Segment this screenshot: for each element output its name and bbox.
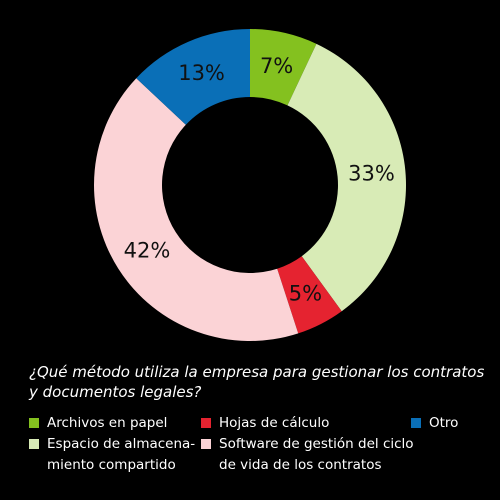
legend-label: Otro: [429, 415, 459, 431]
legend-label-line-1: Software de gestión del ciclo: [219, 436, 414, 452]
donut-slice: [94, 78, 299, 341]
legend-swatch: [201, 439, 211, 449]
legend-swatch: [29, 418, 39, 428]
legend-item-espacio-de-almacenamiento: Espacio de almacena- miento compartido: [29, 434, 195, 476]
legend-label-line-1: Espacio de almacena-: [47, 436, 196, 452]
legend-label: Archivos en papel: [47, 415, 168, 431]
donut-chart-svg: 7% 33% 5% 42% 13%: [94, 29, 407, 341]
legend-item-software-de-gestion: Software de gestión del ciclo de vida de…: [201, 434, 414, 476]
legend-swatch: [201, 418, 211, 428]
slice-labels-group: 7% 33% 5% 42% 13%: [124, 54, 395, 306]
legend-label: Hojas de cálculo: [219, 415, 330, 431]
chart-title: ¿Qué método utiliza la empresa para gest…: [29, 362, 485, 402]
donut-slice: [287, 43, 407, 312]
slice-value-label: 13%: [178, 61, 225, 85]
legend-item-archivos-en-papel: Archivos en papel: [29, 413, 167, 434]
slice-value-label: 42%: [124, 238, 171, 262]
donut-slice: [250, 29, 317, 106]
legend-label-line-2: de vida de los contratos: [219, 457, 382, 473]
donut-chart: 7% 33% 5% 42% 13%: [94, 29, 407, 341]
slice-value-label: 33%: [348, 162, 395, 186]
legend-swatch: [29, 439, 39, 449]
legend-item-otro: Otro: [411, 413, 458, 434]
chart-title-line-2: y documentos legales?: [29, 383, 202, 401]
legend-swatch: [411, 418, 421, 428]
chart-title-line-1: ¿Qué método utiliza la empresa para gest…: [29, 363, 485, 381]
legend-item-hojas-de-calculo: Hojas de cálculo: [201, 413, 329, 434]
slice-value-label: 7%: [260, 54, 293, 78]
donut-slice: [277, 256, 342, 334]
slice-value-label: 5%: [289, 282, 322, 306]
donut-slice: [136, 29, 250, 125]
legend-label-line-2: miento compartido: [47, 457, 176, 473]
slices-group: [94, 29, 407, 341]
